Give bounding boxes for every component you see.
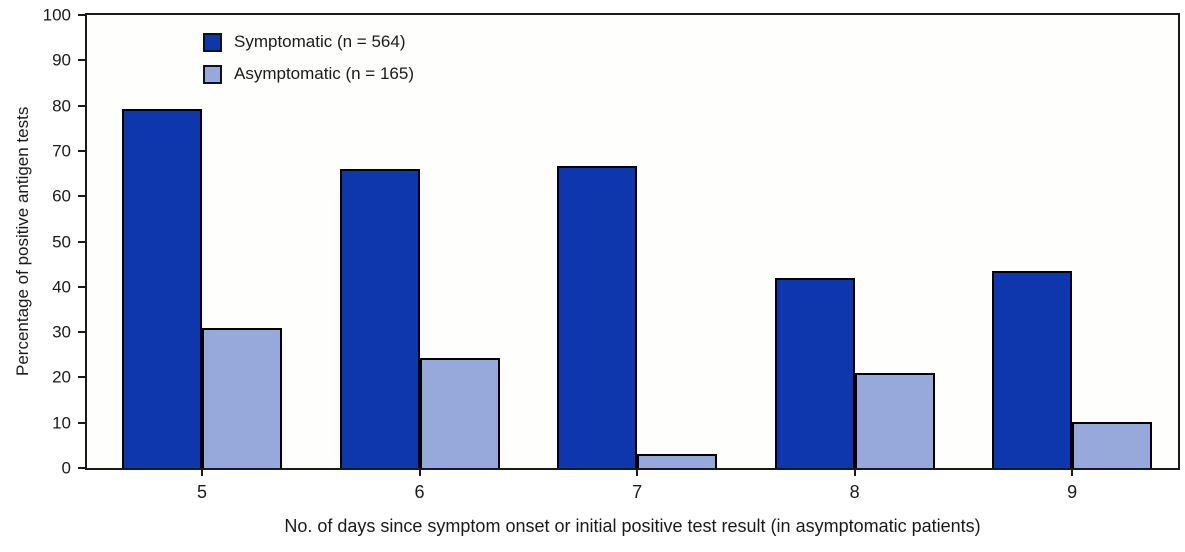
y-tick-mark-60 [78,195,87,198]
bar-symptomatic-day-9 [992,271,1073,468]
plot-area [87,15,1178,468]
y-tick-mark-40 [78,285,87,288]
y-tick-mark-100 [78,14,87,16]
legend-entry-asymptomatic: Asymptomatic (n = 165) [203,64,414,84]
x-tick-label-8: 8 [849,482,860,502]
y-tick-mark-50 [78,240,87,243]
y-tick-mark-0 [78,467,87,469]
y-tick-mark-90 [78,59,87,62]
y-axis-title: Percentage of positive antigen tests [13,106,32,377]
x-tick-label-9: 9 [1067,482,1078,502]
x-axis-title: No. of days since symptom onset or initi… [284,516,981,536]
bar-symptomatic-day-5 [122,108,202,468]
y-tick-label-70: 70 [52,141,71,161]
bar-asymptomatic-day-8 [854,372,935,468]
bar-asymptomatic-day-9 [1072,422,1153,468]
x-tick-mark-6 [418,468,421,476]
x-tick-label-7: 7 [632,482,643,502]
y-tick-label-40: 40 [52,277,71,297]
y-tick-label-90: 90 [52,50,71,70]
legend: Symptomatic (n = 564) Asymptomatic (n = 1… [203,32,414,84]
y-tick-label-20: 20 [52,367,71,387]
x-tick-label-5: 5 [196,482,207,502]
y-tick-mark-10 [78,421,87,424]
y-tick-label-0: 0 [61,458,71,478]
y-tick-label-100: 100 [42,5,71,25]
y-tick-mark-30 [78,331,87,334]
bar-symptomatic-day-6 [339,168,420,468]
x-tick-mark-9 [1071,468,1074,476]
bar-symptomatic-day-8 [774,277,855,468]
legend-swatch-icon [203,64,222,84]
bar-symptomatic-day-7 [557,165,638,468]
legend-label: Asymptomatic (n = 165) [234,64,414,83]
y-tick-mark-80 [78,104,87,107]
bar-asymptomatic-day-6 [419,357,500,468]
plot-frame: Percentage of positive antigen tests No.… [13,7,1180,536]
y-tick-label-60: 60 [52,186,71,206]
x-tick-mark-5 [200,468,203,476]
y-tick-mark-70 [78,149,87,152]
y-tick-mark-20 [78,376,87,379]
y-tick-label-80: 80 [52,96,71,116]
y-tick-label-30: 30 [52,322,71,342]
bar-asymptomatic-day-5 [201,328,282,468]
x-tick-mark-8 [853,468,856,476]
bar-asymptomatic-day-7 [637,454,718,468]
legend-label: Symptomatic (n = 564) [234,32,406,51]
y-tick-label-50: 50 [52,232,71,251]
legend-entry-symptomatic: Symptomatic (n = 564) [203,32,414,52]
y-tick-label-10: 10 [52,413,71,433]
x-tick-mark-7 [636,468,639,476]
legend-swatch-icon [203,32,222,52]
x-tick-label-6: 6 [414,482,425,502]
